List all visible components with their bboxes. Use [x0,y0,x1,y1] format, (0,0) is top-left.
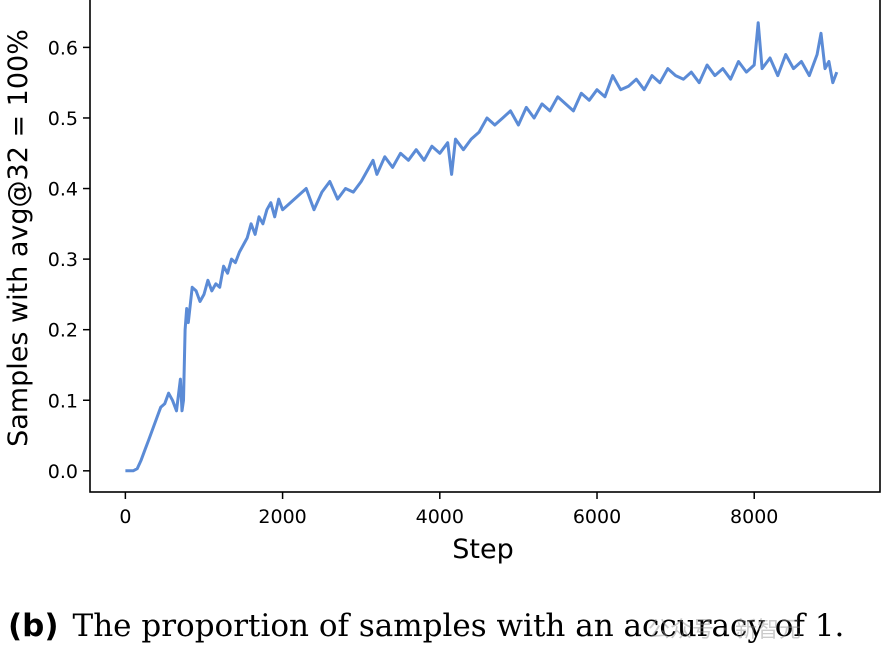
x-tick-label: 2000 [258,506,306,528]
y-tick-label: 0.1 [48,390,78,412]
figure-caption: (b) The proportion of samples with an acc… [8,608,884,644]
y-tick-label: 0.0 [48,461,78,483]
y-axis-label: Samples with avg@32 = 100% [3,29,34,447]
series-line-0 [125,21,839,473]
watermark: 公众号 · 新智元 [648,618,801,643]
y-tick-label: 0.3 [48,249,78,271]
y-tick-label: 0.4 [48,179,78,201]
y-tick-label: 0.5 [48,108,78,130]
x-tick-label: 8000 [730,506,778,528]
x-axis-label: Step [452,534,513,565]
caption-text: The proportion of samples with an accura… [72,608,845,644]
y-tick-label: 0.6 [48,37,78,59]
x-tick-label: 6000 [573,506,621,528]
axes-frame [89,0,881,493]
x-tick-label: 4000 [416,506,464,528]
line-chart: 0 2000 4000 6000 8000 0.0 0.1 0.2 0.3 0.4 0.5 0.6 St… [3,0,881,565]
y-tick-label: 0.2 [48,320,78,342]
x-tick-label: 0 [119,506,131,528]
plot-area: 0 2000 4000 6000 8000 0.0 0.1 0.2 0.3 0.4 0.5 0.6 St… [3,0,881,565]
caption-tag: (b) [8,608,59,644]
